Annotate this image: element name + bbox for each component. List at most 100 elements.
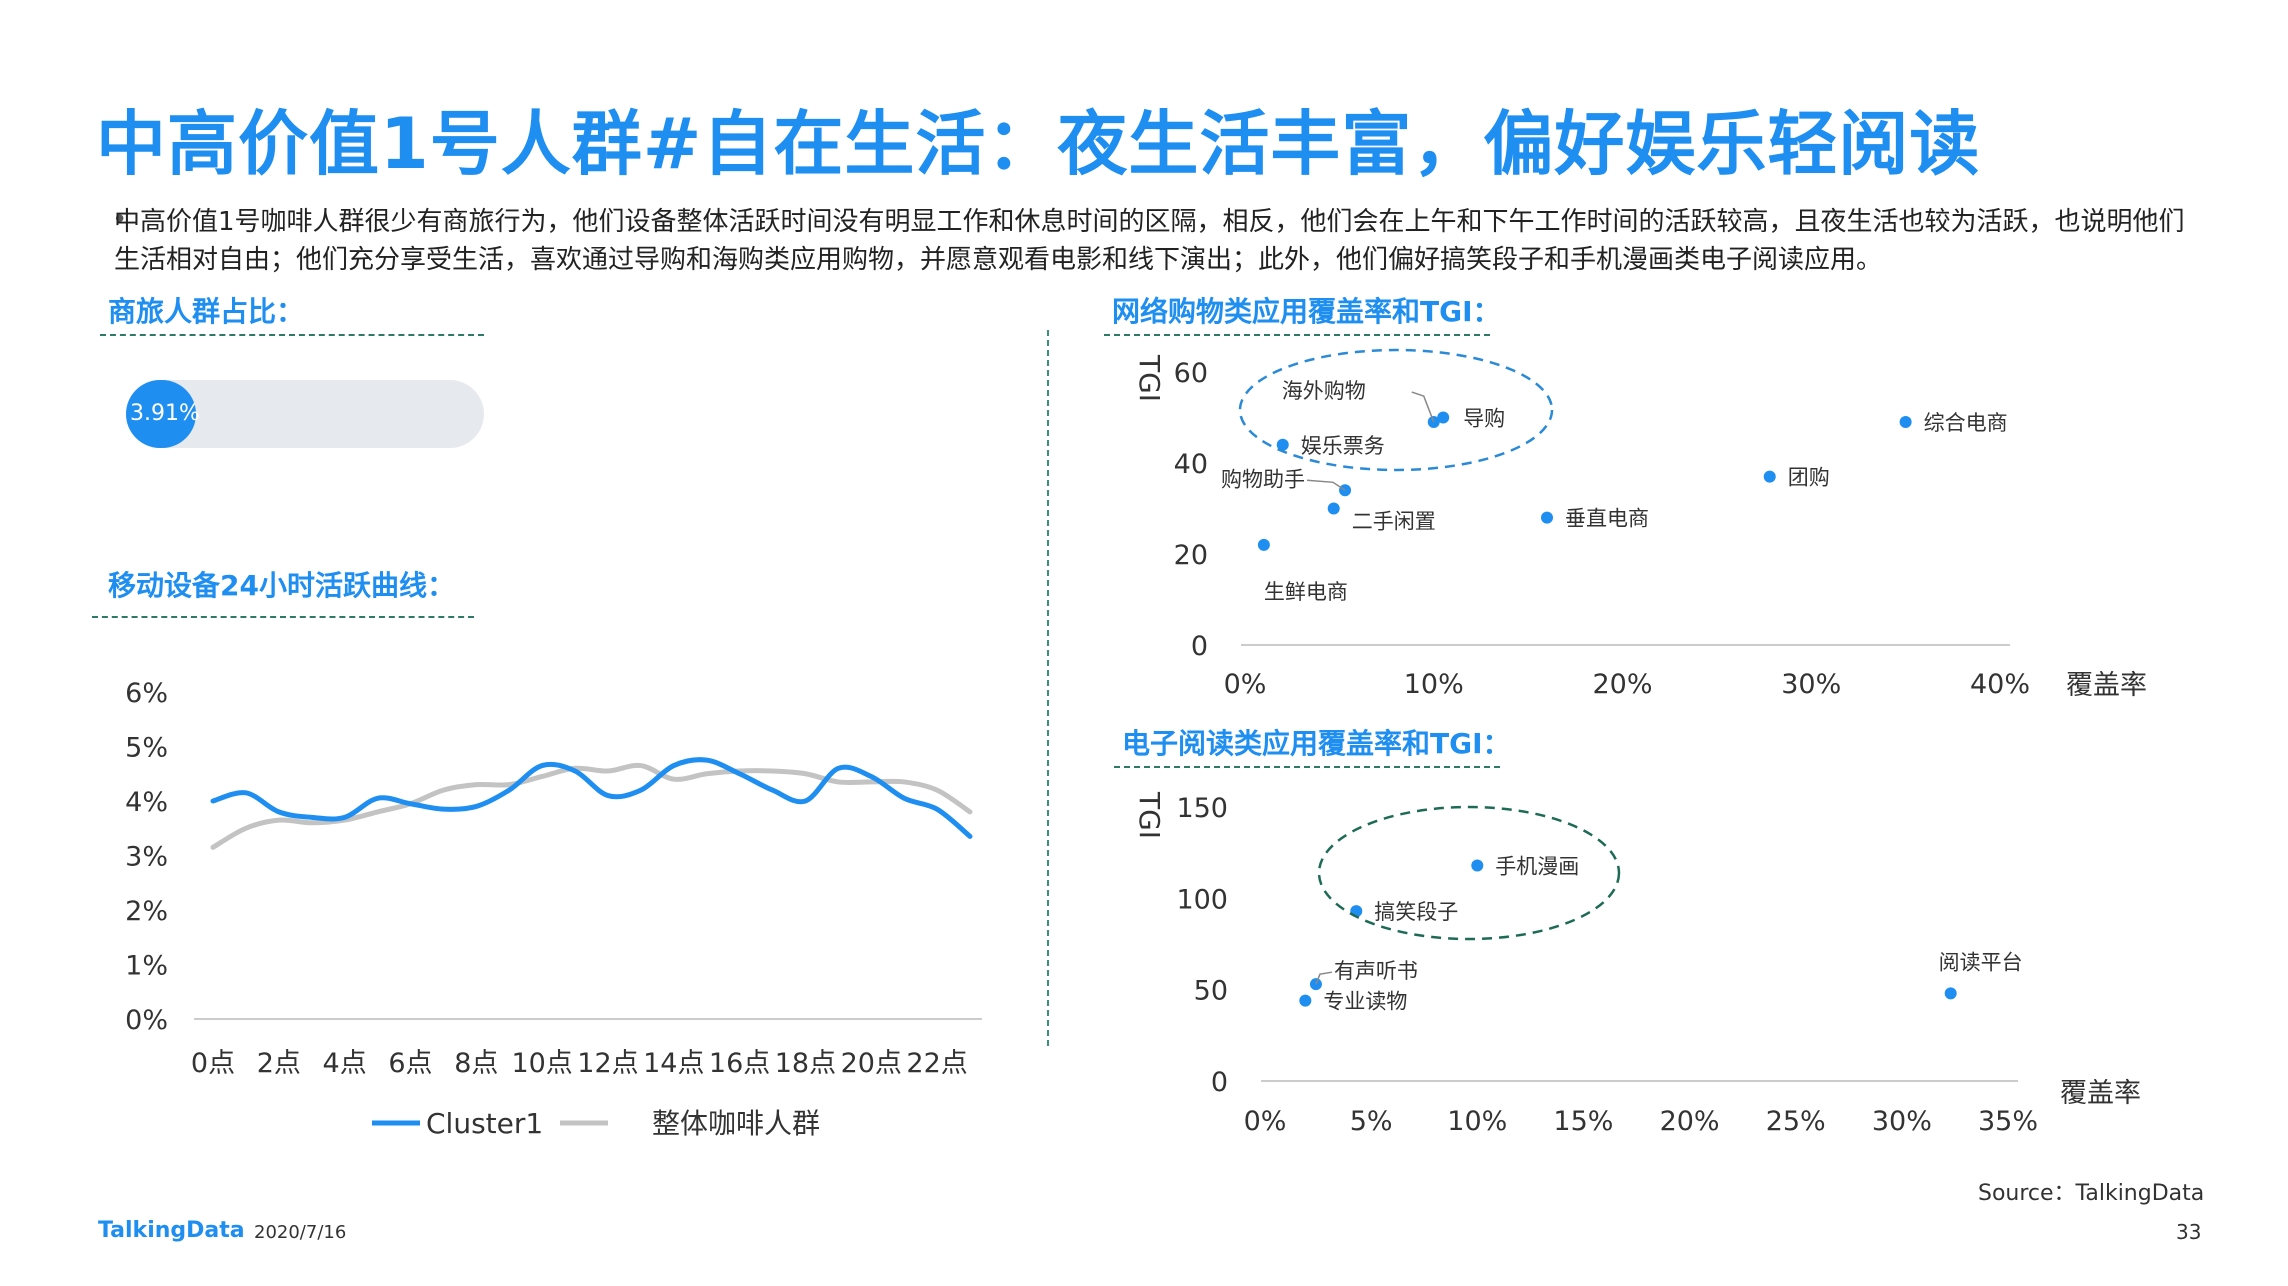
shopping-point — [1437, 411, 1450, 424]
reading-y-tick: 50 — [1194, 976, 1228, 1007]
shopping-divider — [1104, 334, 1490, 336]
reading-x-tick: 20% — [1660, 1106, 1720, 1137]
activity-x-tick: 2点 — [257, 1048, 301, 1079]
activity-chart: 0%1%2%3%4%5%6%0点 2点 4点 6点 8点 10点 12点 14点 16点 18点 2… — [125, 678, 982, 1140]
shopping-x-tick: 30% — [1781, 669, 1841, 700]
activity-x-tick: 22点 — [906, 1048, 967, 1079]
shopping-x-tick: 20% — [1592, 669, 1652, 700]
shopping-point — [1327, 502, 1340, 515]
reading-point-label: 手机漫画 — [1495, 854, 1579, 878]
reading-x-tick: 35% — [1978, 1106, 2038, 1137]
reading-chart: 0 50 100 150 0% 5% 10% 15% 20% 25% 30% 35% 覆盖率 TGI 手机漫… — [1133, 791, 2141, 1137]
business-bar-label: 3.91% — [130, 401, 200, 426]
reading-x-tick: 15% — [1553, 1106, 1613, 1137]
shopping-point-label: 团购 — [1788, 466, 1830, 490]
activity-x-tick: 10点 — [511, 1048, 572, 1079]
talkingdata-logo: TalkingData — [98, 1218, 245, 1243]
reading-y-axis-label: TGI — [1133, 791, 1166, 839]
activity-x-tick: 0点 — [191, 1048, 235, 1079]
shopping-leader-line — [1306, 479, 1346, 491]
page-number: 33 — [2176, 1220, 2202, 1244]
activity-y-tick: 6% — [125, 678, 168, 709]
reading-x-tick: 25% — [1766, 1106, 1826, 1137]
reading-y-tick: 0 — [1211, 1067, 1228, 1098]
shopping-y-tick: 20 — [1174, 540, 1208, 571]
activity-x-tick: 20点 — [841, 1048, 902, 1079]
activity-y-tick: 0% — [125, 1005, 168, 1036]
shopping-x-tick: 0% — [1224, 669, 1267, 700]
shopping-highlight-ellipse — [1238, 348, 1554, 472]
shopping-point-label: 购物助手 — [1221, 467, 1305, 491]
shopping-y-tick: 0 — [1191, 631, 1208, 662]
activity-series-line-cluster1 — [210, 757, 973, 839]
footer-date: 2020/7/16 — [254, 1222, 347, 1243]
reading-point — [1299, 994, 1312, 1007]
shopping-x-axis-label: 覆盖率 — [2066, 670, 2147, 701]
shopping-point-label: 导购 — [1463, 407, 1505, 431]
shopping-x-tick: 10% — [1404, 669, 1464, 700]
shopping-y-axis-label: TGI — [1133, 354, 1166, 402]
shopping-point-label: 二手闲置 — [1352, 510, 1436, 534]
reading-highlight-ellipse — [1317, 805, 1621, 941]
reading-point-label: 搞笑段子 — [1374, 900, 1458, 924]
activity-x-tick: 18点 — [775, 1048, 836, 1079]
reading-y-tick: 100 — [1176, 884, 1228, 915]
activity-x-tick: 14点 — [643, 1048, 704, 1079]
reading-y-tick: 150 — [1176, 793, 1228, 824]
shopping-y-tick: 40 — [1174, 449, 1208, 480]
activity-x-tick: 8点 — [454, 1048, 498, 1079]
reading-x-tick: 10% — [1447, 1106, 1507, 1137]
shopping-point-label: 生鲜电商 — [1264, 580, 1348, 604]
activity-legend-label: 整体咖啡人群 — [652, 1107, 820, 1140]
shopping-point — [1257, 538, 1270, 551]
shopping-leader-line — [1411, 391, 1435, 423]
activity-section-title: 移动设备24小时活跃曲线： — [108, 569, 455, 602]
shopping-chart: 0 20 40 60 0% 10% 20% 30% 40% 覆盖率 TGI 海外购物导购娱乐票务购物助… — [1133, 348, 2147, 701]
activity-y-tick: 4% — [125, 787, 168, 818]
shopping-x-tick: 40% — [1970, 669, 2030, 700]
activity-x-tick: 12点 — [577, 1048, 638, 1079]
reading-x-axis-label: 覆盖率 — [2060, 1078, 2141, 1109]
source-note: Source：TalkingData — [1978, 1181, 2205, 1206]
bullet-marker: • — [112, 205, 128, 235]
activity-x-tick: 6点 — [388, 1048, 432, 1079]
business-bar-track: 3.91% — [126, 380, 484, 448]
activity-y-tick: 2% — [125, 896, 168, 927]
reading-divider — [1114, 766, 1500, 768]
activity-divider — [92, 616, 474, 618]
activity-y-tick: 1% — [125, 951, 168, 982]
business-section-title: 商旅人群占比： — [108, 295, 305, 328]
activity-y-tick: 3% — [125, 842, 168, 873]
activity-legend-label: Cluster1 — [426, 1107, 543, 1140]
activity-x-tick: 16点 — [709, 1048, 770, 1079]
reading-leader-line — [1315, 971, 1333, 985]
page-title: 中高价值1号人群#自在生活：夜生活丰富，偏好娱乐轻阅读 — [96, 103, 1981, 185]
shopping-point-label: 综合电商 — [1924, 411, 2008, 435]
shopping-point — [1763, 470, 1776, 483]
column-divider — [1047, 330, 1049, 1046]
reading-point-label: 有声听书 — [1334, 959, 1418, 983]
activity-series-line-overall — [210, 762, 973, 850]
shopping-section-title: 网络购物类应用覆盖率和TGI： — [1112, 295, 1501, 328]
reading-point-label: 专业读物 — [1323, 990, 1407, 1014]
reading-point — [1471, 859, 1484, 872]
shopping-point — [1899, 416, 1912, 429]
summary-text: 中高价值1号咖啡人群很少有商旅行为，他们设备整体活跃时间没有明显工作和休息时间的… — [114, 207, 2185, 275]
reading-point-label: 阅读平台 — [1939, 950, 2023, 974]
reading-point — [1944, 987, 1957, 1000]
reading-x-tick: 5% — [1350, 1106, 1393, 1137]
shopping-point-label: 海外购物 — [1282, 379, 1366, 403]
reading-section-title: 电子阅读类应用覆盖率和TGI： — [1122, 727, 1511, 760]
business-bar-fill — [126, 380, 196, 448]
activity-y-tick: 5% — [125, 733, 168, 764]
shopping-y-tick: 60 — [1174, 358, 1208, 389]
shopping-point — [1541, 511, 1553, 524]
shopping-point-label: 娱乐票务 — [1301, 434, 1385, 458]
business-divider — [100, 334, 484, 336]
activity-x-tick: 4点 — [323, 1048, 367, 1079]
reading-x-tick: 30% — [1872, 1106, 1932, 1137]
reading-x-tick: 0% — [1244, 1106, 1287, 1137]
shopping-point — [1276, 438, 1289, 451]
shopping-point-label: 垂直电商 — [1565, 507, 1649, 531]
